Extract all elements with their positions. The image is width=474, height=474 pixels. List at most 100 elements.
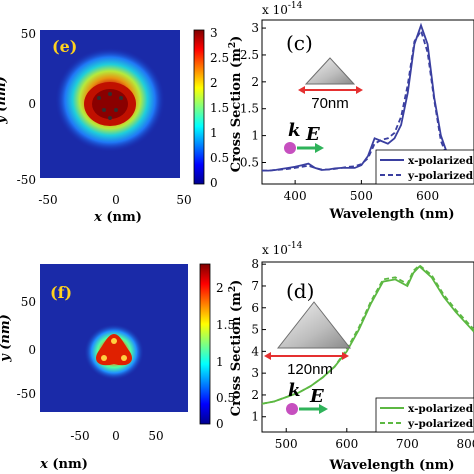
- d-xlabel: Wavelength (nm): [329, 458, 455, 473]
- e-ytick: 0: [28, 97, 36, 111]
- f-ytick: 0: [28, 343, 36, 357]
- size-arrow-d-head: [342, 352, 349, 360]
- series-line-x-polarized: [262, 22, 474, 172]
- f-xtick: 50: [148, 429, 163, 443]
- f-ytick: 50: [21, 295, 36, 309]
- f-xtick: -50: [70, 429, 89, 443]
- size-arrow-c-head: [356, 86, 363, 94]
- panel-label-d: (d): [286, 279, 314, 303]
- heatmap-e-dot: [108, 116, 112, 120]
- ytick-label: 4: [251, 344, 259, 358]
- d-xticks: 500 600 700 800: [275, 428, 474, 451]
- legend-d: [375, 397, 474, 433]
- d-yticks: 8 7 6 5 4 3 2 1: [251, 257, 266, 424]
- ytick-label: 2: [251, 75, 259, 89]
- ytick-label: 1.5: [240, 102, 259, 116]
- c-ylabel: Cross Section (m2): [228, 36, 244, 173]
- heatmap-e-dot: [114, 108, 118, 112]
- size-arrow-d-head: [264, 352, 271, 360]
- f-xlabel: x (nm): [39, 457, 88, 472]
- colorbar-f: [199, 263, 211, 425]
- legend-c-item: x-polarized: [408, 155, 474, 167]
- k-vector-label-d: k: [288, 380, 300, 401]
- heatmap-e-dot: [108, 92, 112, 96]
- d-series: [261, 264, 474, 405]
- ytick-label: 0.5: [240, 155, 259, 169]
- cbar-f-tick: 0: [216, 417, 224, 431]
- xtick-label: 500: [350, 189, 373, 203]
- heatmap-e-hotspot-core: [92, 89, 128, 119]
- plot-c-frame: [261, 19, 474, 185]
- e-ytick: 50: [21, 27, 36, 41]
- cbar-e-tick: 0.5: [210, 151, 229, 165]
- d-ylabel: Cross Section (m2): [228, 280, 244, 417]
- panel-f: (f) 50 0 -50 y (nm) -50 0 50 x (nm) 2 1.…: [0, 263, 235, 472]
- cbar-e-tick: 2.5: [210, 51, 229, 65]
- panel-label-f: (f): [50, 283, 72, 302]
- xtick-label: 600: [416, 189, 439, 203]
- xtick-label: 700: [396, 437, 419, 451]
- ytick-label: 1: [251, 410, 259, 424]
- series-line-y-polarized: [262, 28, 474, 172]
- e-xtick: -50: [38, 193, 57, 207]
- series-line-y-polarized: [261, 264, 474, 405]
- e-ytick: -50: [17, 173, 36, 187]
- panel-label-e: (e): [52, 37, 77, 56]
- heatmap-f-dot: [101, 355, 107, 361]
- f-ylabel: y (nm): [0, 314, 13, 363]
- k-vector-label-c: k: [288, 120, 300, 141]
- c-series: [262, 22, 474, 172]
- legend-d-item: y-polarized: [407, 418, 474, 430]
- e-field-label-c: E: [305, 124, 320, 145]
- e-xlabel: x (nm): [93, 210, 142, 225]
- e-field-arrow-d-head: [319, 404, 328, 414]
- xtick-label: 800: [456, 437, 474, 451]
- heatmap-f-dot: [121, 355, 127, 361]
- heatmap-e-dot: [119, 96, 123, 100]
- cbar-f-tick: 1: [216, 355, 224, 369]
- ytick-label: 2.5: [240, 48, 259, 62]
- nanoprism-c-icon: [304, 57, 356, 85]
- plot-d-frame: [261, 261, 474, 433]
- cbar-e-tick: 2: [210, 76, 218, 90]
- ytick-label: 7: [251, 279, 259, 293]
- c-xlabel: Wavelength (nm): [329, 207, 455, 222]
- cbar-e-tick: 0: [210, 176, 218, 190]
- k-vector-icon-d: [286, 403, 298, 415]
- legend-c-item: y-polarized: [407, 170, 474, 182]
- ytick-label: 3: [251, 21, 259, 35]
- heatmap-e-dot: [97, 96, 101, 100]
- xtick-label: 500: [275, 437, 298, 451]
- heatmap-f-dot: [111, 338, 117, 344]
- ytick-label: 3: [251, 366, 259, 380]
- colorbar-e: [193, 29, 205, 185]
- k-vector-icon-c: [284, 142, 296, 154]
- xtick-label: 600: [335, 437, 358, 451]
- panel-d: x 10-14 (d) 8 7 6 5 4 3 2 1 500 600 700 800 Cross …: [228, 241, 474, 473]
- cbar-e-tick: 3: [210, 26, 218, 40]
- ytick-label: 2: [251, 388, 259, 402]
- ytick-label: 8: [251, 257, 259, 271]
- e-field-label-d: E: [309, 386, 324, 407]
- legend-d-item: x-polarized: [408, 403, 474, 415]
- size-arrow-c-head: [298, 86, 305, 94]
- ytick-label: 5: [251, 323, 259, 337]
- f-ytick: -50: [17, 387, 36, 401]
- f-xtick: 0: [112, 429, 120, 443]
- e-ylabel: y (nm): [0, 76, 9, 125]
- xtick-label: 400: [284, 189, 307, 203]
- heatmap-e-dot: [102, 108, 106, 112]
- nanoprism-d-icon: [276, 301, 352, 349]
- c-yticks: 3 2.5 2 1.5 1 0.5: [240, 21, 266, 169]
- cbar-f-tick: 2: [216, 281, 224, 295]
- panel-c: x 10-14 (c) 3 2.5 2 1.5 1 0.5 400 500 600 Cross…: [228, 1, 474, 222]
- d-scale-title: x 10-14: [262, 241, 303, 257]
- panel-label-c: (c): [286, 31, 313, 55]
- ytick-label: 6: [251, 301, 259, 315]
- cbar-f-tick: 0.5: [216, 391, 235, 405]
- cbar-e-tick: 1.5: [210, 101, 229, 115]
- size-label-d: 120nm: [287, 361, 333, 378]
- panel-e: (e) 50 0 -50 y (nm) -50 0 50 x (nm) 3 2.…: [0, 26, 229, 225]
- e-xtick: 0: [112, 193, 120, 207]
